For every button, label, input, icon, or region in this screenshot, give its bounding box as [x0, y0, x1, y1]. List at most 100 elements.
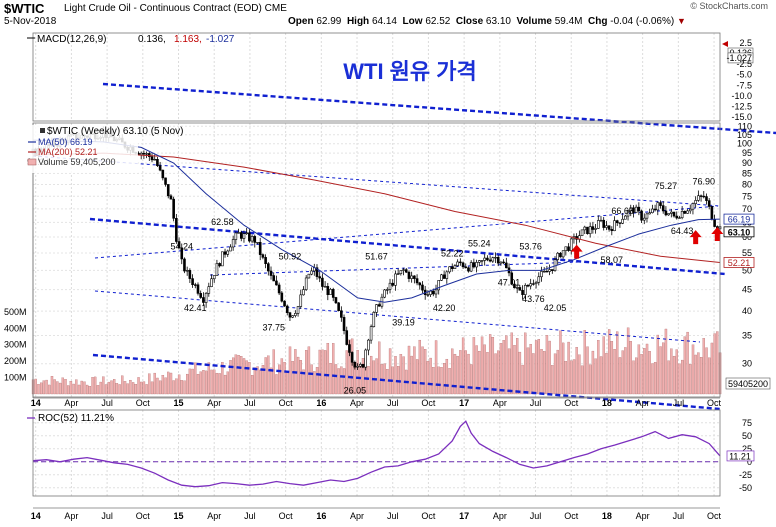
- trend-line: [32, 155, 721, 207]
- volume-bar: [221, 362, 224, 395]
- volume-bar: [605, 353, 608, 395]
- volume-bar: [516, 338, 519, 395]
- volume-bar: [640, 354, 643, 395]
- candle-body: [702, 195, 706, 198]
- candle-body: [561, 250, 565, 258]
- price-annotation: 52.22: [441, 248, 464, 258]
- volume-bar: [494, 353, 497, 395]
- volume-bar: [356, 350, 359, 395]
- volume-bar: [99, 381, 102, 395]
- candle-body: [569, 238, 573, 251]
- volume-bar: [337, 368, 340, 395]
- candle-body: [496, 256, 500, 264]
- volume-bar: [313, 371, 316, 395]
- macd-y-tick: -15.0: [731, 112, 752, 122]
- volume-bar: [348, 339, 351, 395]
- volume-bar: [567, 341, 570, 395]
- right-value-label: 63.10: [728, 227, 751, 237]
- candle-body: [150, 156, 154, 161]
- candle-body: [169, 195, 173, 200]
- volume-bar: [204, 370, 208, 395]
- volume-bar: [708, 357, 711, 395]
- volume-bar: [226, 371, 229, 395]
- grid-layer: [33, 33, 720, 496]
- volume-layer: [31, 327, 722, 395]
- candle-body: [361, 364, 365, 368]
- macd-y-tick: -12.5: [731, 101, 752, 111]
- chart-date: 5-Nov-2018: [4, 16, 57, 27]
- candle-body: [488, 259, 492, 262]
- candle-body: [404, 269, 408, 273]
- volume-bar: [145, 384, 148, 395]
- candle-body: [229, 246, 232, 252]
- volume-bar: [461, 337, 465, 395]
- roc-y-tick: 0: [747, 457, 752, 467]
- candle-body: [532, 283, 535, 285]
- price-annotation: 76.90: [693, 176, 716, 186]
- volume-bar: [296, 356, 300, 395]
- candle-body: [437, 280, 441, 291]
- x-tick-label: Apr: [207, 511, 221, 521]
- volume-bar: [129, 379, 132, 395]
- price-y-tick: 50: [742, 265, 752, 275]
- trend-line: [94, 205, 719, 259]
- volume-bar: [240, 356, 243, 395]
- volume-bar: [591, 350, 595, 395]
- candle-body: [369, 326, 373, 341]
- candle-body: [364, 349, 367, 368]
- candle-body: [529, 283, 532, 287]
- candle-body: [191, 278, 194, 285]
- trend-line: [94, 290, 701, 343]
- candle-body: [321, 277, 324, 287]
- macd-value: 0.136,: [138, 34, 166, 45]
- candle-body: [345, 330, 349, 345]
- x-tick-label: Apr: [207, 398, 221, 408]
- volume-bar: [507, 348, 511, 395]
- candle-body: [491, 257, 495, 262]
- candle-body: [377, 304, 381, 307]
- candle-body: [148, 153, 151, 157]
- candle-body: [551, 269, 554, 271]
- volume-bar: [161, 375, 165, 395]
- candle-body: [183, 258, 186, 272]
- x-tick-label: Oct: [421, 511, 436, 521]
- candle-body: [196, 284, 200, 294]
- price-annotation: 42.05: [544, 303, 567, 313]
- volume-bar: [497, 350, 500, 395]
- candle-body: [299, 294, 303, 307]
- candle-body: [277, 284, 281, 294]
- candle-body: [239, 232, 243, 239]
- volume-bar: [429, 357, 432, 395]
- ma200-legend: MA(200) 52.21: [38, 147, 98, 157]
- volume-bar: [594, 358, 597, 395]
- volume-bar: [629, 341, 632, 395]
- volume-bar: [434, 340, 438, 395]
- volume-bar: [242, 358, 246, 395]
- volume-bar: [283, 362, 286, 395]
- volume-bar: [113, 379, 116, 395]
- price-annotation: 50.92: [279, 252, 302, 262]
- volume-bar: [672, 355, 676, 395]
- price-y-tick: 55: [742, 248, 752, 258]
- candle-body: [545, 270, 549, 273]
- volume-bar: [96, 385, 100, 395]
- candle-body: [583, 226, 587, 231]
- volume-bar: [167, 371, 170, 395]
- candle-body: [358, 364, 362, 367]
- volume-bar: [662, 342, 665, 395]
- x-tick-label: Jul: [673, 511, 685, 521]
- right-value-box: [723, 226, 755, 238]
- candle-body: [642, 217, 646, 221]
- volume-bar: [351, 338, 354, 395]
- trendline-layer: [32, 82, 776, 411]
- volume-bar: [61, 377, 64, 395]
- volume-bar: [526, 347, 530, 395]
- volume-bar: [64, 379, 67, 395]
- volume-bar: [618, 357, 622, 395]
- x-tick-label: Jul: [387, 511, 399, 521]
- x-tick-label: Oct: [564, 511, 579, 521]
- candle-body: [139, 152, 143, 156]
- ma50-legend: MA(50) 66.19: [38, 137, 93, 147]
- volume-bar: [299, 360, 302, 395]
- volume-bar: [91, 377, 94, 395]
